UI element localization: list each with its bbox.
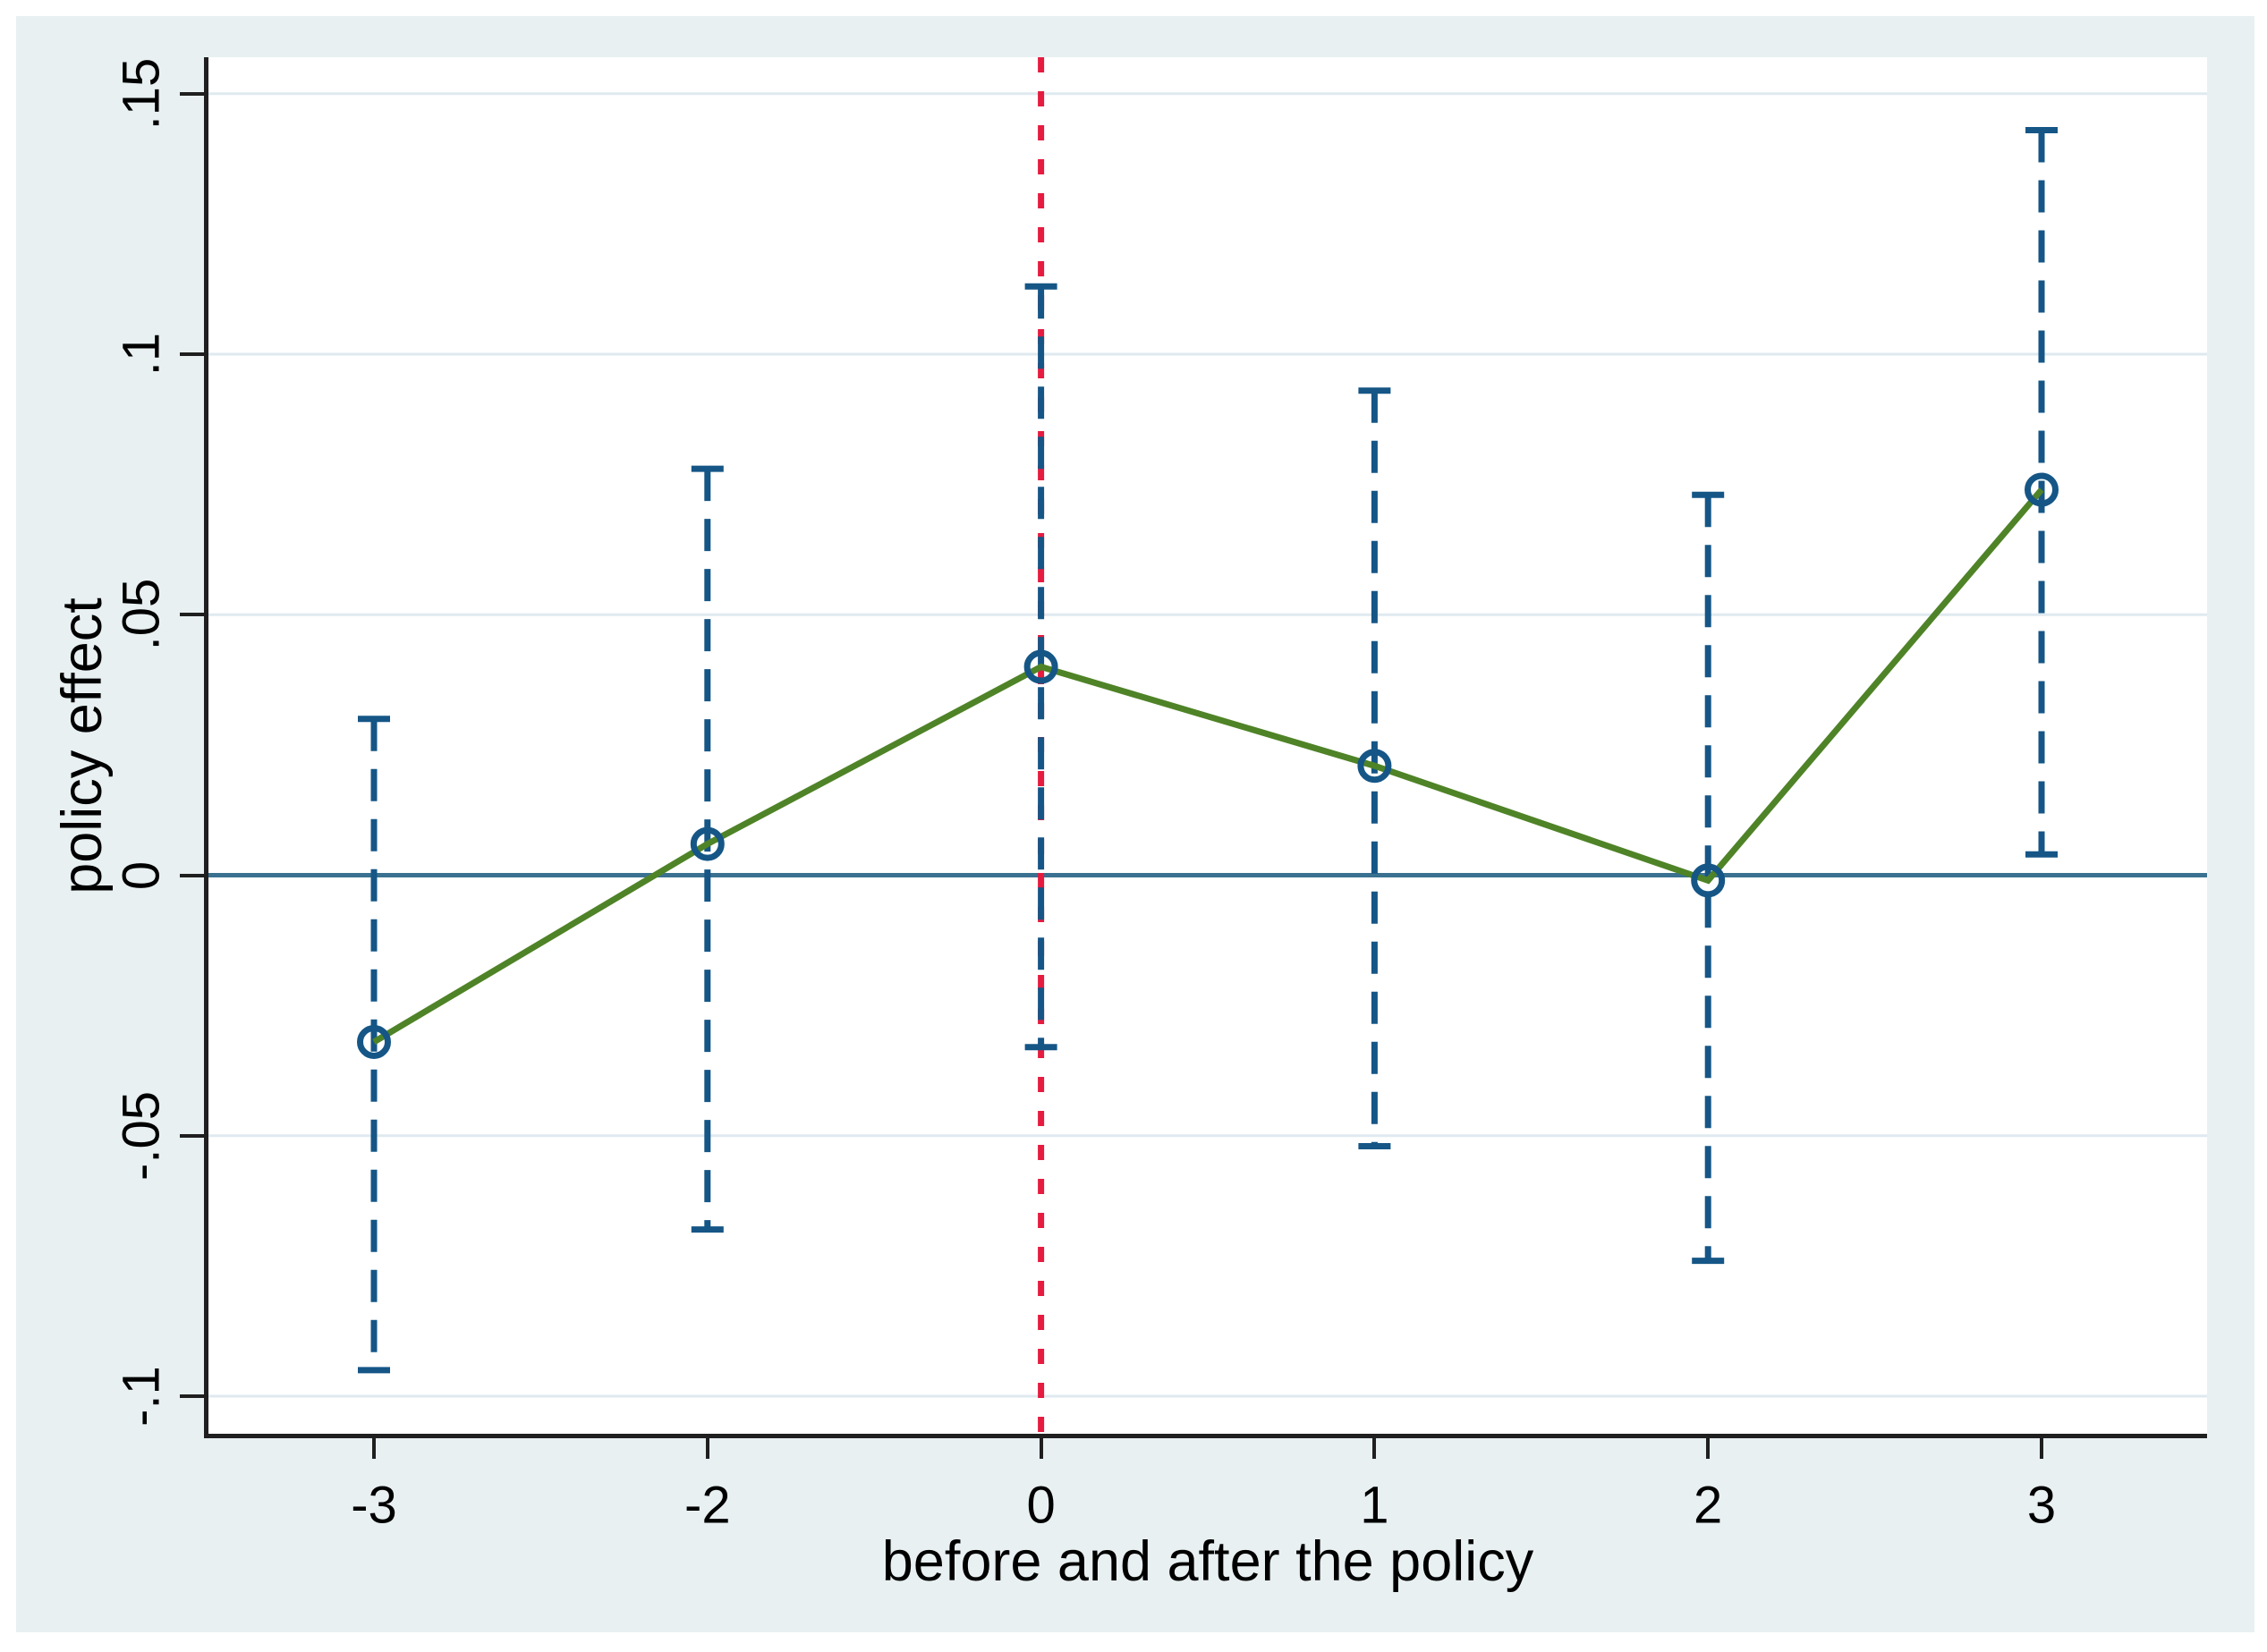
y-tick-label: -.05 [112,1090,171,1181]
y-tick [180,873,208,877]
y-tick [180,352,208,357]
trend-line [372,487,2044,1045]
x-tick-label: 3 [2026,1476,2057,1535]
y-tick-label: .1 [112,332,171,377]
data-point-marker [1023,649,1058,684]
y-axis-line [204,57,208,1438]
x-axis-line [204,1434,2207,1438]
figure-canvas: policy effect before and after the polic… [16,16,2254,1632]
x-tick-label: -2 [684,1476,731,1535]
data-point-marker [690,826,725,861]
y-tick [180,91,208,96]
x-tick [2040,1434,2043,1459]
x-axis-title: before and after the policy [881,1530,1534,1593]
y-tick [180,1394,208,1399]
y-axis-title: policy effect [51,597,114,894]
x-tick-label: 0 [1026,1476,1056,1535]
x-tick-label: 2 [1694,1476,1723,1535]
y-tick-label: 0 [112,860,171,890]
y-tick-label: -.1 [112,1366,171,1427]
x-tick [372,1434,376,1459]
y-tick-label: .05 [112,578,171,651]
x-tick [1039,1434,1043,1459]
x-tick [705,1434,709,1459]
y-tick [180,613,208,617]
x-tick [1372,1434,1377,1459]
x-tick-label: -3 [351,1476,397,1535]
x-tick [1706,1434,1711,1459]
data-point-marker [1357,749,1392,784]
data-point-marker [357,1024,391,1059]
plot-area [208,57,2207,1434]
chart-svg [208,57,2207,1434]
data-point-marker [1691,863,1726,898]
y-tick [180,1133,208,1138]
data-point-marker [2025,472,2059,507]
x-tick-label: 1 [1360,1476,1389,1535]
y-tick-label: .15 [112,57,171,131]
